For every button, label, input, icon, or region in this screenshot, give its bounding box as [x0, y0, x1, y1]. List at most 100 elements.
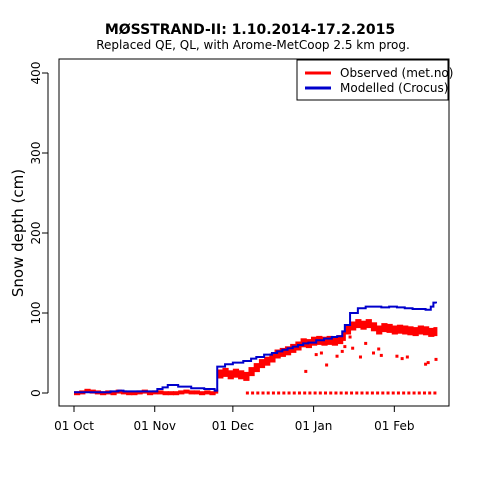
observed-point [407, 326, 414, 336]
observed-point [199, 391, 206, 396]
observed-zero-point [360, 391, 364, 395]
observed-point [391, 325, 398, 335]
y-axis: 0 100 200 300 400 [29, 62, 49, 397]
observed-zero-point [282, 391, 286, 395]
observed-zero-point [271, 391, 275, 395]
observed-outlier-point [358, 355, 362, 359]
observed-zero-point [376, 391, 380, 395]
observed-zero-point [303, 391, 307, 395]
observed-point [344, 325, 352, 335]
legend-label-modelled: Modelled (Crocus) [340, 81, 448, 95]
observed-point [381, 323, 388, 333]
observed-zero-point [339, 391, 343, 395]
observed-point [222, 367, 229, 377]
observed-outlier-point [364, 341, 368, 345]
observed-point [376, 325, 383, 335]
observed-zero-point [422, 391, 426, 395]
observed-point [310, 336, 318, 346]
legend: Observed (met.no) Modelled (Crocus) [296, 59, 453, 101]
y-tick-label: 100 [29, 302, 43, 325]
observed-zero-point [433, 391, 437, 395]
observed-zero-point [324, 391, 328, 395]
observed-outlier-point [377, 347, 381, 351]
observed-point [370, 322, 378, 332]
chart-title: MØSSTRAND-II: 1.10.2014-17.2.2015 [105, 22, 395, 38]
observed-outlier-point [405, 355, 409, 359]
observed-point [84, 388, 91, 393]
chart-subtitle: Replaced QE, QL, with Arome-MetCoop 2.5 … [96, 38, 410, 52]
observed-point [178, 390, 185, 395]
observed-point [269, 353, 276, 363]
legend-label-observed: Observed (met.no) [340, 66, 453, 80]
observed-point [162, 391, 169, 396]
observed-point [232, 368, 240, 378]
observed-point [331, 336, 339, 346]
observed-point [110, 391, 117, 396]
observed-zero-point [350, 391, 354, 395]
observed-zero-point [313, 391, 317, 395]
observed-zero-point [365, 391, 369, 395]
observed-point [342, 331, 346, 341]
observed-zero-point [261, 391, 265, 395]
observed-point [258, 359, 266, 369]
x-tick-label: 01 Nov [133, 419, 176, 433]
observed-outlier-point [340, 349, 344, 353]
observed-point [402, 325, 409, 335]
observed-point [146, 391, 154, 396]
observed-point [157, 390, 164, 395]
observed-point [183, 389, 190, 394]
observed-zero-point [297, 391, 301, 395]
observed-zero-point [402, 391, 406, 395]
observed-point [248, 367, 255, 377]
observed-zero-point [381, 391, 385, 395]
y-tick-label: 400 [29, 62, 43, 85]
x-tick-label: 01 Jan [295, 419, 333, 433]
observed-point [131, 391, 138, 396]
observed-zero-point [251, 391, 255, 395]
y-tick-label: 0 [29, 389, 43, 397]
observed-outlier-point [434, 357, 438, 361]
observed-zero-point [412, 391, 416, 395]
observed-zero-point [355, 391, 359, 395]
observed-zero-point [308, 391, 312, 395]
observed-point [422, 326, 430, 336]
observed-outlier-point [304, 369, 308, 373]
observed-point [126, 391, 133, 396]
observed-outlier-point [351, 346, 355, 350]
observed-outlier-point [426, 361, 430, 365]
observed-zero-point [329, 391, 333, 395]
observed-point [264, 356, 271, 366]
observed-point [227, 370, 234, 380]
observed-outlier-point [325, 363, 329, 367]
observed-outlier-point [400, 357, 404, 361]
observed-point [243, 371, 250, 381]
observed-point [386, 323, 393, 333]
observed-outlier-point [395, 354, 399, 358]
observed-zero-point [386, 391, 390, 395]
observed-zero-point [396, 391, 400, 395]
observed-point [360, 320, 367, 330]
x-tick-label: 01 Feb [374, 419, 414, 433]
x-axis: 01 Oct 01 Nov 01 Dec 01 Jan 01 Feb [54, 405, 415, 433]
observed-point [350, 321, 357, 331]
y-axis-label: Snow depth (cm) [9, 169, 27, 297]
observed-point [253, 363, 260, 373]
observed-outlier-point [379, 353, 383, 357]
observed-point [337, 335, 344, 345]
observed-point [412, 327, 419, 337]
observed-point [428, 327, 435, 337]
y-tick-label: 200 [29, 222, 43, 245]
observed-zero-point [407, 391, 411, 395]
observed-zero-point [245, 391, 249, 395]
observed-zero-point [334, 391, 338, 395]
observed-outlier-point [348, 335, 352, 339]
observed-point [396, 324, 404, 334]
observed-zero-point [391, 391, 395, 395]
observed-outlier-point [424, 362, 428, 366]
observed-point [209, 391, 216, 396]
observed-point [326, 335, 333, 345]
observed-point [167, 391, 174, 396]
observed-outlier-point [319, 351, 323, 355]
observed-outlier-point [371, 351, 375, 355]
